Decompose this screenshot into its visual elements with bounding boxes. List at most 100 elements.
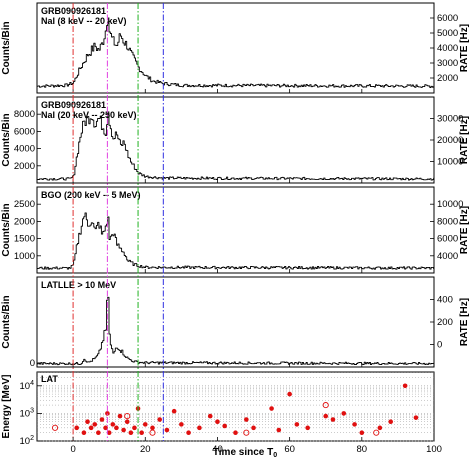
right-tick-label: 20000 [437,135,463,146]
left-tick-label: 1500 [14,234,35,245]
left-tick-label: 2500 [14,199,35,210]
light-curve-series [37,296,435,366]
photon-point [341,411,347,416]
photon-point [287,391,292,397]
photon-point [305,425,310,431]
photon-point [117,413,123,419]
right-tick-label: 6000 [437,13,458,24]
right-tick-label: 8000 [437,216,458,227]
right-tick-label: 30000 [437,114,463,125]
photon-point [92,422,98,427]
left-tick-label: 4000 [14,144,35,155]
photon-point [128,430,134,435]
x-axis-label: Time since T0 [213,447,277,459]
photon-point [330,417,336,422]
photon-point [99,417,105,422]
photon-point [85,419,90,425]
photon-point [197,425,202,431]
panel-title: LAT [41,374,58,384]
right-tick-label: 10000 [437,157,463,168]
panel-title: BGO (200 keV -- 5 MeV) [41,190,141,200]
photon-point [124,419,130,425]
panel-title: LATLLE > 10 MeV [41,280,116,290]
photon-point [132,425,137,431]
photon-point [352,422,357,427]
y-axis-label-right: RATE [Hz] [459,24,470,72]
photon-point [88,425,94,431]
right-tick-label: 6000 [437,234,458,245]
energy-tick-label: 102 [20,435,35,447]
photon-point [106,430,112,435]
right-tick-label: 200 [437,317,453,328]
panel-frame [36,276,435,368]
photon-point [74,425,79,431]
photon-point [294,422,300,427]
photon-point [233,430,238,435]
y-axis-label-left: Counts/Bin [1,21,12,74]
panel-4: LATLLE > 10 MeV 0 0 200 400 Counts/Bin RATE [H… [1,276,470,369]
light-curve-series [37,21,435,88]
light-curve-series [37,112,435,181]
panel-title: GRB090926181 [41,100,106,110]
energy-tick-label: 103 [20,407,35,419]
y-axis-label-right: RATE [Hz] [459,116,470,164]
photon-point [323,413,329,419]
right-tick-label: 10000 [437,199,463,210]
photon-point [150,425,155,431]
photon-point [171,408,177,414]
photon-point [142,422,148,427]
photon-point [276,427,282,433]
y-axis-label-left: Energy [MeV] [1,375,12,439]
photon-point [105,411,110,416]
photon-point [96,430,101,435]
right-tick-label: 5000 [437,28,458,39]
photon-point [179,422,184,427]
left-tick-label: 8000 [14,109,35,120]
photon-point [402,383,408,389]
x-axis: 0 20 40 60 80 100 [70,437,442,455]
light-curve-series [37,212,435,270]
right-tick-label: 0 [437,340,442,351]
photon-point [81,430,87,435]
right-tick-label: 4000 [437,251,458,262]
right-tick-label: 400 [437,295,453,306]
photon-point [207,413,213,419]
y-axis-label-left: Counts/Bin [1,203,12,256]
lat-panel: 102 103 104 LAT Energy [MeV] [1,371,435,447]
panel-title: NaI (8 keV -- 20 keV) [41,16,127,26]
y-axis-label-left: Counts/Bin [1,295,12,348]
left-tick-label: 2000 [14,216,35,227]
photon-point [244,417,249,422]
photon-point [157,417,163,422]
photon-point [139,430,144,435]
x-tick-label: 20 [140,444,151,455]
photon-point-open [243,429,250,436]
photon-point [359,430,365,435]
panel-frame [36,186,435,274]
x-tick-label: 60 [284,444,295,455]
photon-point [222,423,227,429]
photon-point-open [373,429,380,436]
x-tick-label: 100 [426,444,442,455]
photon-point-open [51,424,59,431]
panel-title: NaI (20 keV -- 250 keV) [41,110,137,120]
photon-point [251,425,256,431]
photon-point-open [149,429,156,436]
photon-point [186,430,191,435]
vertical-markers [72,3,164,441]
x-tick-label: 0 [70,444,75,455]
left-tick-label: 0 [30,358,35,369]
photon-point [377,425,383,431]
right-tick-label: 3000 [437,58,458,69]
x-tick-label: 40 [212,444,223,455]
y-axis-label-right: RATE [Hz] [459,298,470,346]
left-tick-label: 2000 [14,161,35,172]
right-tick-label: 2000 [437,73,458,84]
left-tick-label: 1000 [14,251,35,262]
photon-point [110,422,116,427]
y-axis-label-left: Counts/Bin [1,113,12,166]
right-tick-label: 4000 [437,43,458,54]
